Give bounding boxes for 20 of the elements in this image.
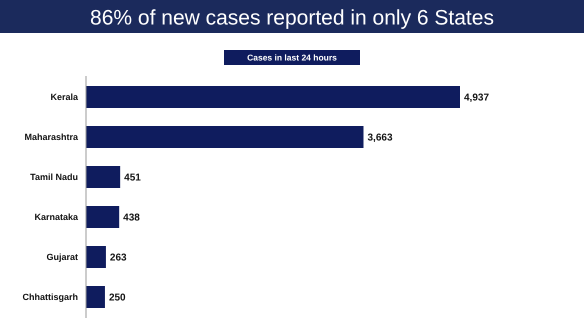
chart-subtitle: Cases in last 24 hours: [247, 52, 338, 62]
y-tick-label: Chhattisgarh: [22, 292, 78, 302]
data-label: 4,937: [464, 92, 490, 104]
bar: [86, 126, 364, 148]
bar: [86, 286, 105, 308]
data-label: 3,663: [367, 132, 393, 144]
y-tick-label: Tamil Nadu: [30, 172, 78, 182]
data-label: 438: [123, 212, 140, 224]
y-tick-label: Maharashtra: [24, 132, 79, 142]
y-tick-label: Kerala: [50, 92, 79, 102]
y-tick-label: Karnataka: [34, 212, 79, 222]
data-label: 451: [124, 172, 142, 184]
bar: [86, 86, 460, 108]
data-label: 263: [110, 252, 128, 264]
data-label: 250: [108, 292, 126, 304]
y-tick-label: Gujarat: [46, 252, 78, 262]
bar: [86, 206, 120, 228]
bar: [86, 166, 120, 188]
chart-title: 86% of new cases reported in only 6 States: [90, 6, 494, 30]
bar: [86, 246, 106, 268]
